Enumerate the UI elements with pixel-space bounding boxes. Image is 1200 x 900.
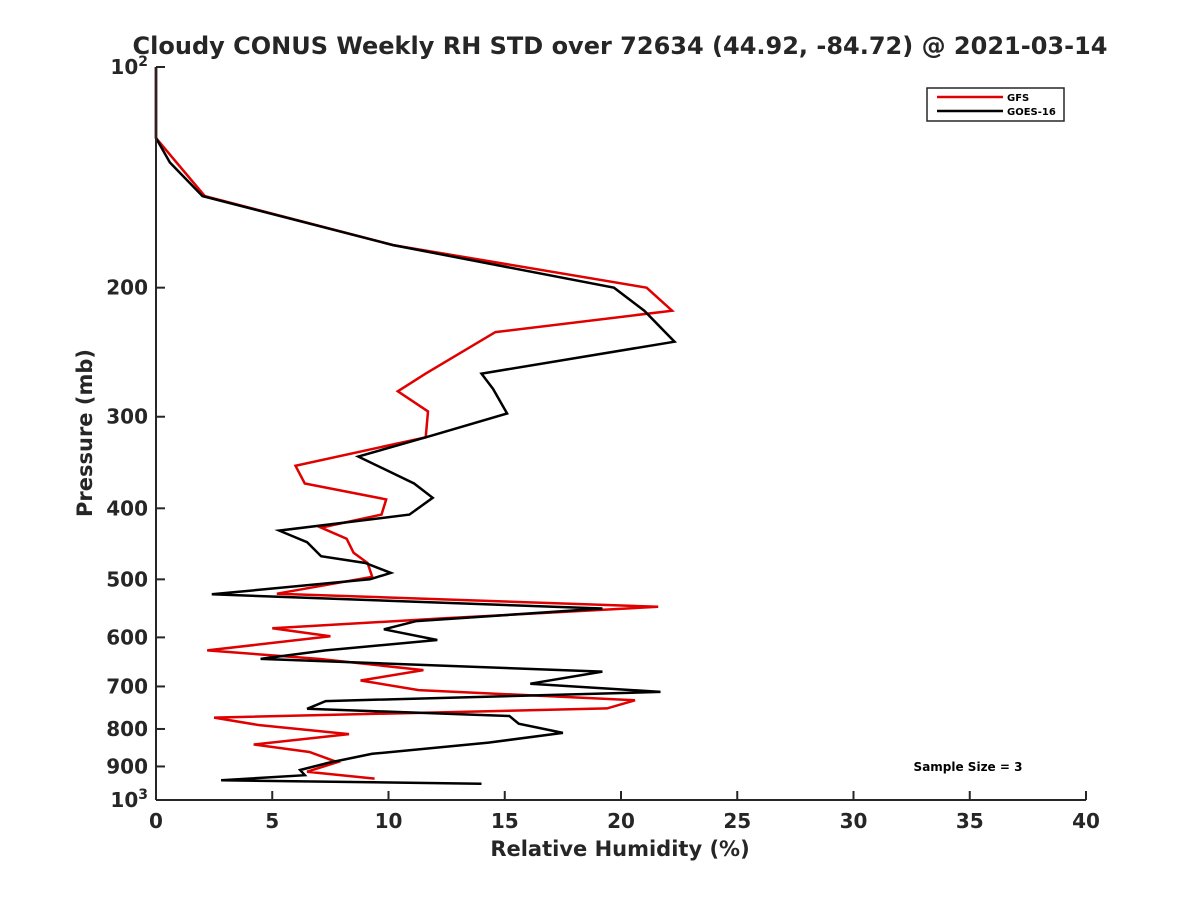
x-axis-label: Relative Humidity (%) [490, 837, 749, 861]
x-tick-label: 30 [840, 809, 868, 833]
y-tick-label: 600 [106, 625, 148, 649]
y-axis-label: Pressure (mb) [73, 349, 97, 517]
x-tick-label: 25 [723, 809, 751, 833]
x-tick-label: 35 [956, 809, 984, 833]
y-tick-label: 103 [110, 787, 148, 812]
y-tick-label: 700 [106, 674, 148, 698]
y-tick-label: 102 [110, 54, 148, 79]
legend-box [926, 87, 1065, 122]
series-line-goes-16 [154, 67, 678, 785]
y-tick-label: 400 [106, 496, 148, 520]
y-tick-label: 800 [106, 717, 148, 741]
series-line-gfs [154, 67, 675, 780]
x-tick-label: 5 [265, 809, 279, 833]
x-tick-label: 40 [1072, 809, 1100, 833]
x-tick-label: 20 [607, 809, 635, 833]
x-axis: 0 5 10 15 20 25 30 35 40 [149, 791, 1100, 833]
legend-label: GFS [1007, 93, 1029, 104]
x-tick-label: 0 [149, 809, 163, 833]
chart-title: Cloudy CONUS Weekly RH STD over 72634 (4… [133, 32, 1108, 60]
y-tick-label: 300 [106, 405, 148, 429]
plot-area [154, 67, 678, 785]
sample-size-annotation: Sample Size = 3 [914, 760, 1023, 774]
legend: GFS GOES-16 [926, 87, 1065, 122]
y-tick-label: 500 [106, 567, 148, 591]
y-tick-label: 200 [106, 276, 148, 300]
y-axis: 102 200 300 400 500 600 700 800 900 103 [106, 54, 165, 812]
y-tick-label: 900 [106, 754, 148, 778]
x-tick-label: 15 [491, 809, 519, 833]
x-tick-label: 10 [375, 809, 403, 833]
legend-label: GOES-16 [1007, 107, 1056, 118]
